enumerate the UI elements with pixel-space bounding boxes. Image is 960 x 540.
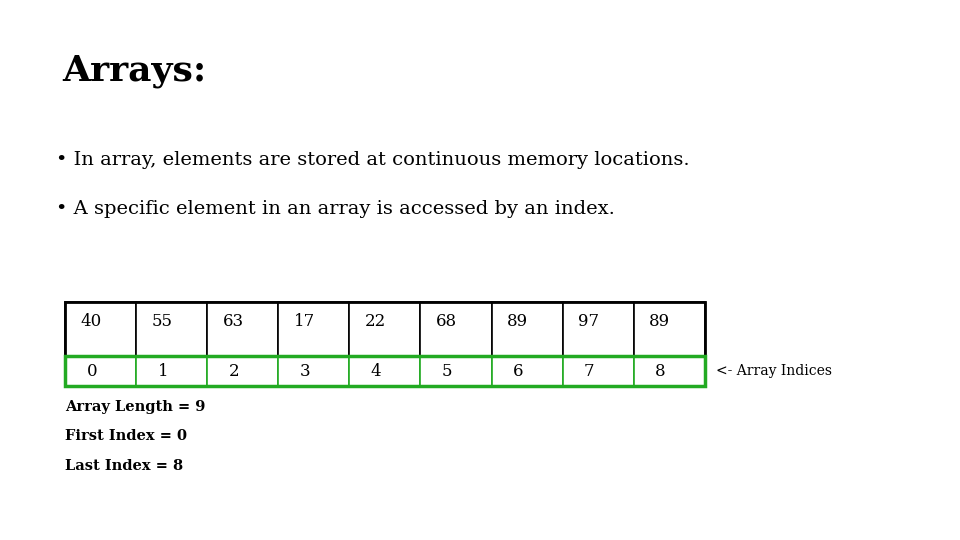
Text: 8: 8 <box>655 363 665 380</box>
Bar <box>349 356 420 386</box>
Text: 2: 2 <box>228 363 239 380</box>
Text: 68: 68 <box>436 313 457 330</box>
Text: 40: 40 <box>81 313 102 330</box>
Text: 4: 4 <box>371 363 381 380</box>
Bar <box>420 302 492 356</box>
Bar <box>207 356 278 386</box>
Bar <box>634 356 705 386</box>
Bar <box>492 356 563 386</box>
Text: 17: 17 <box>294 313 315 330</box>
Bar <box>65 302 136 356</box>
Bar <box>278 356 349 386</box>
Text: <- Array Indices: <- Array Indices <box>716 364 832 378</box>
Bar <box>563 302 634 356</box>
Bar <box>65 356 136 386</box>
Bar <box>634 302 705 356</box>
Bar <box>349 302 420 356</box>
Text: 7: 7 <box>584 363 594 380</box>
Text: 22: 22 <box>365 313 386 330</box>
Text: • A specific element in an array is accessed by an index.: • A specific element in an array is acce… <box>56 200 614 218</box>
Text: 6: 6 <box>513 363 523 380</box>
Text: 63: 63 <box>223 313 244 330</box>
Bar <box>65 356 705 386</box>
Bar <box>563 356 634 386</box>
Text: Array Length = 9: Array Length = 9 <box>65 400 205 414</box>
Text: 0: 0 <box>86 363 97 380</box>
Text: Arrays:: Arrays: <box>62 54 206 88</box>
Bar <box>136 302 207 356</box>
Text: 5: 5 <box>442 363 452 380</box>
Bar <box>492 302 563 356</box>
Bar <box>420 356 492 386</box>
Text: Last Index = 8: Last Index = 8 <box>65 459 183 473</box>
Text: 1: 1 <box>157 363 168 380</box>
Text: • In array, elements are stored at continuous memory locations.: • In array, elements are stored at conti… <box>56 151 689 169</box>
Text: 89: 89 <box>649 313 670 330</box>
Text: 89: 89 <box>507 313 528 330</box>
Text: 97: 97 <box>578 313 599 330</box>
Bar <box>207 302 278 356</box>
Text: 55: 55 <box>152 313 173 330</box>
Bar <box>278 302 349 356</box>
Bar <box>136 356 207 386</box>
Text: 3: 3 <box>300 363 310 380</box>
Bar <box>65 302 705 356</box>
Text: First Index = 0: First Index = 0 <box>65 429 187 443</box>
